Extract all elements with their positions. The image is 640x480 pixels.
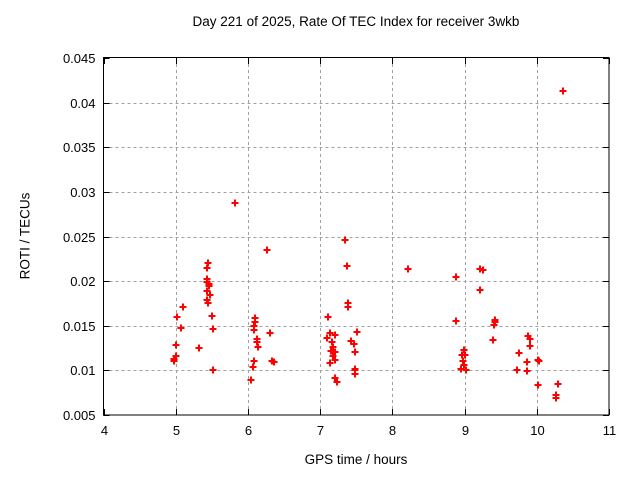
y-tick-label: 0.03 [70,185,95,200]
y-tick-label: 0.035 [63,140,96,155]
plot-border [103,57,610,416]
x-tick-label: 7 [317,423,324,438]
x-tick-label: 10 [530,423,544,438]
x-tick-label: 5 [173,423,180,438]
y-tick-label: 0.04 [70,96,95,111]
y-tick-label: 0.025 [63,230,96,245]
x-tick-label: 4 [101,423,108,438]
chart-title: Day 221 of 2025, Rate Of TEC Index for r… [192,14,520,29]
data-points-plus-markers [170,87,567,402]
y-tick-label: 0.015 [63,319,96,334]
x-tick-label: 6 [245,423,252,438]
x-tick-label: 9 [462,423,469,438]
y-tick-label: 0.02 [70,274,95,289]
y-tick-label: 0.01 [70,363,95,378]
y-tick-label: 0.045 [63,51,96,66]
y-tick-label: 0.005 [63,408,96,423]
x-tick-label: 8 [389,423,396,438]
x-tick-label: 11 [603,423,617,438]
x-axis-label: GPS time / hours [304,452,408,467]
